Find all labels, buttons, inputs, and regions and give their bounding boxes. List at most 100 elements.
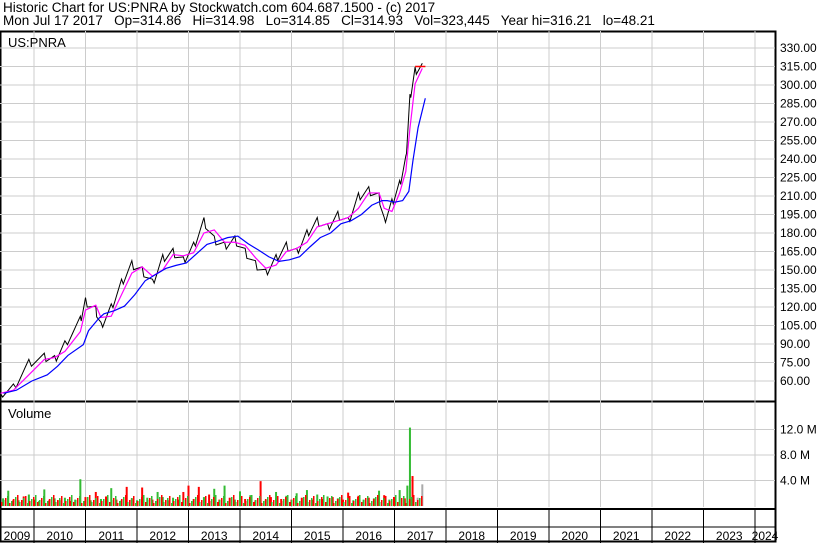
volume-bar — [389, 501, 391, 506]
volume-bar — [182, 491, 185, 506]
volume-bar — [145, 502, 147, 506]
price-tick-label: 210.00 — [780, 189, 817, 203]
volume-bar — [317, 501, 319, 506]
price-tick-label: 240.00 — [780, 152, 817, 166]
price-tick-label: 75.00 — [780, 356, 810, 370]
volume-bar — [75, 500, 77, 506]
volume-bar — [221, 498, 223, 506]
volume-bar — [269, 497, 272, 506]
volume-bar — [79, 479, 82, 506]
volume-bar — [77, 498, 79, 506]
volume-bar — [109, 502, 111, 506]
volume-tick-label: 12.0 M — [780, 423, 817, 437]
price-tick-label: 315.00 — [780, 60, 817, 74]
volume-bar — [411, 476, 414, 506]
volume-bar — [207, 503, 209, 506]
year-label: 2022 — [664, 529, 691, 543]
volume-bar — [285, 497, 287, 506]
volume-bar — [299, 501, 301, 506]
volume-bar — [189, 503, 191, 506]
volume-tick-label: 8.0 M — [780, 448, 810, 462]
year-label: 2018 — [458, 529, 485, 543]
year-label: 2013 — [201, 529, 228, 543]
volume-bar — [239, 498, 241, 506]
volume-bar — [7, 496, 9, 506]
volume-bar — [183, 500, 185, 506]
volume-bar — [157, 499, 159, 506]
volume-bar — [303, 497, 305, 506]
volume-bar — [371, 501, 373, 506]
volume-bar — [165, 500, 167, 506]
volume-bar — [269, 495, 271, 506]
volume-bar — [259, 481, 262, 506]
price-lines — [0, 63, 426, 398]
volume-bar — [335, 501, 337, 506]
year-axis: 2009 2010 2011 2012 2013 2014 2015 2016 2017 2018… — [4, 529, 779, 543]
volume-bar — [343, 502, 345, 506]
volume-bar — [161, 495, 163, 506]
volume-bar — [135, 503, 137, 506]
volume-bar — [279, 503, 281, 506]
volume-bar — [29, 501, 31, 506]
volume-bar — [379, 502, 381, 506]
price-tick-label: 195.00 — [780, 208, 817, 222]
volume-bar — [245, 501, 247, 506]
price-tick-label: 330.00 — [780, 41, 817, 55]
volume-bar — [333, 503, 335, 506]
volume-bar — [405, 503, 407, 506]
volume-bar — [407, 501, 409, 506]
volume-bar — [15, 497, 17, 506]
volume-bar — [205, 496, 207, 506]
volume-bar — [289, 502, 291, 506]
volume-bar — [419, 498, 421, 506]
volume-bar — [323, 495, 325, 506]
volume-bar — [143, 495, 145, 506]
volume-bar — [309, 500, 311, 506]
price-tick-label: 165.00 — [780, 245, 817, 259]
volume-bar — [263, 501, 265, 506]
year-label: 2012 — [149, 529, 176, 543]
volume-bar — [225, 503, 227, 506]
volume-bar — [211, 499, 213, 506]
year-label: 2016 — [355, 529, 382, 543]
volume-bar — [163, 502, 165, 506]
volume-bar — [351, 503, 353, 506]
year-label: 2010 — [46, 529, 73, 543]
volume-bar — [105, 497, 107, 506]
volume-bar — [398, 490, 401, 506]
volume-bar — [65, 501, 67, 506]
volume-bar — [3, 500, 5, 506]
volume-bar — [33, 497, 35, 506]
volume-bar — [301, 499, 303, 506]
volume-bar — [11, 501, 13, 506]
volume-bar — [319, 499, 321, 506]
volume-bar — [27, 503, 29, 506]
volume-bar — [395, 495, 397, 506]
volume-bar — [411, 497, 413, 506]
volume-bar — [193, 499, 195, 506]
volume-axis: 4.0 M 8.0 M 12.0 M — [780, 423, 817, 488]
volume-bar — [83, 501, 85, 506]
volume-bar — [69, 497, 71, 506]
volume-bar — [223, 485, 226, 506]
volume-bar — [119, 501, 121, 506]
volume-bar — [55, 502, 57, 506]
volume-bar — [271, 502, 273, 506]
volume-bar — [385, 496, 387, 506]
volume-bar — [231, 497, 233, 506]
volume-bar — [63, 497, 66, 506]
volume-bar — [17, 500, 20, 506]
volume-bar — [387, 503, 389, 506]
price-tick-label: 135.00 — [780, 282, 817, 296]
volume-bar — [287, 495, 289, 506]
volume-bar — [337, 499, 339, 506]
volume-bar — [73, 502, 75, 506]
volume-bar — [357, 497, 359, 506]
volume-bar — [117, 503, 119, 506]
volume-bar — [311, 498, 313, 506]
volume-bar — [191, 501, 193, 506]
volume-bar — [341, 495, 343, 506]
volume-bar — [197, 495, 199, 506]
volume-bar — [345, 500, 347, 506]
quote-summary: Mon Jul 17 2017 Op=314.86 Hi=314.98 Lo=3… — [3, 13, 655, 28]
